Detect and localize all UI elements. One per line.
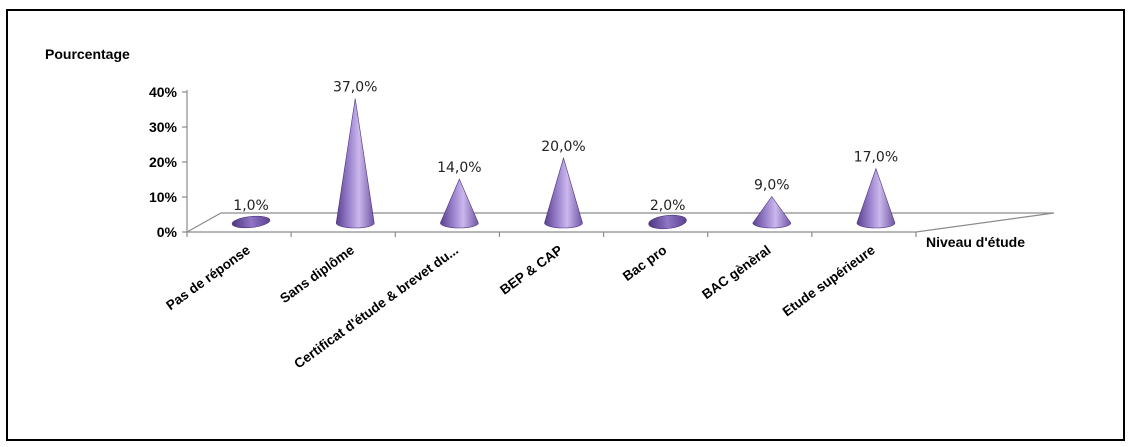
cone-7 [856, 167, 896, 229]
floor-plane [184, 212, 1055, 233]
cone-body [440, 178, 479, 229]
cone-base [648, 214, 687, 230]
data-label: 2,0% [650, 198, 686, 214]
y-tick-label: 40% [149, 84, 178, 100]
y-tick-label: 0% [157, 224, 178, 240]
category-label: Etude supérieure [780, 242, 878, 319]
data-label: 14,0% [437, 160, 481, 176]
category-label: Sans diplôme [277, 242, 357, 306]
data-label: 9,0% [754, 178, 790, 194]
category-label: Bac pro [620, 242, 669, 284]
data-label: 17,0% [854, 150, 898, 166]
data-label: 20,0% [541, 139, 585, 155]
category-label: Certificat d'étude & brevet du... [291, 242, 461, 371]
cone-base [231, 215, 271, 229]
cone-2 [335, 98, 375, 229]
cone-5 [648, 214, 687, 230]
category-label: BEP & CAP [497, 242, 565, 297]
y-axis-title: Pourcentage [45, 46, 130, 62]
category-label: Pas de réponse [163, 242, 253, 313]
y-tick-label: 10% [149, 189, 178, 205]
cone-6 [752, 195, 792, 229]
cones [231, 98, 896, 230]
cone-body [856, 167, 896, 229]
x-axis-title: Niveau d'étude [926, 234, 1025, 250]
cone-1 [231, 215, 271, 229]
y-tick-label: 30% [149, 119, 178, 135]
data-label: 1,0% [233, 198, 269, 214]
cone-body [752, 195, 792, 229]
cone-3 [440, 178, 479, 229]
axes [182, 90, 1055, 237]
cone-4 [544, 156, 583, 229]
data-label: 37,0% [333, 80, 377, 96]
category-label: BAC gènèral [699, 242, 773, 302]
y-tick-label: 20% [149, 154, 178, 170]
cone-body [544, 156, 583, 229]
cone-body [335, 98, 375, 229]
